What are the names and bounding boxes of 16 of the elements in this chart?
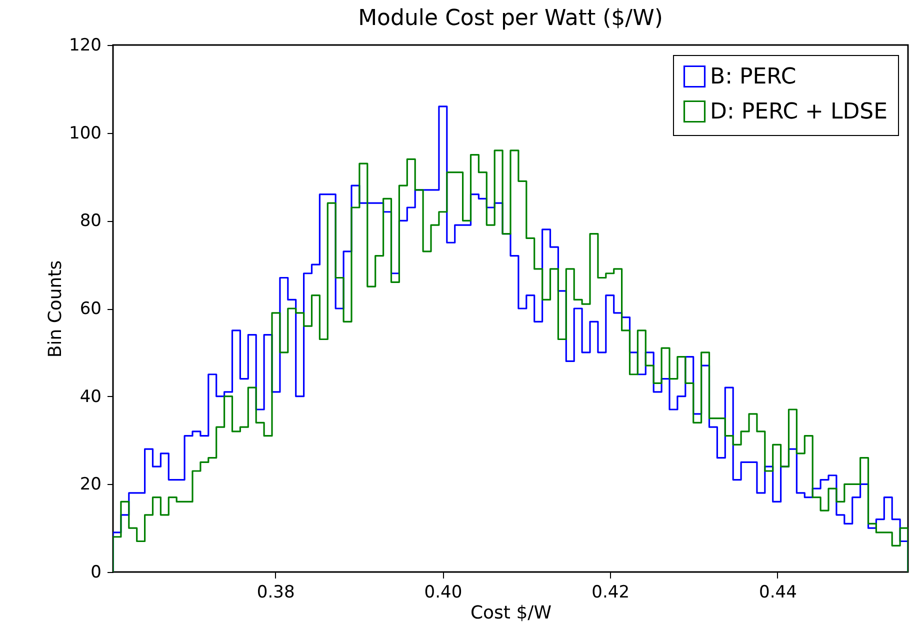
y-tick-label: 120 [69,36,102,56]
x-axis-title: Cost $/W [470,602,552,624]
y-tick-label: 100 [69,123,102,144]
y-tick-label: 0 [90,562,102,582]
chart-title: Module Cost per Watt ($/W) [358,6,663,31]
x-tick-label: 0.38 [256,582,295,602]
y-tick-label: 40 [80,386,102,407]
legend-label: B: PERC [710,64,796,90]
y-tick-label: 80 [80,211,102,232]
y-axis-title: Bin Counts [45,260,66,358]
y-tick-label: 20 [80,474,102,495]
x-tick-label: 0.40 [424,582,462,602]
x-tick-label: 0.44 [759,582,797,602]
legend-label: D: PERC + LDSE [710,100,888,124]
x-tick-label: 0.42 [592,582,630,602]
y-tick-label: 60 [80,299,102,319]
